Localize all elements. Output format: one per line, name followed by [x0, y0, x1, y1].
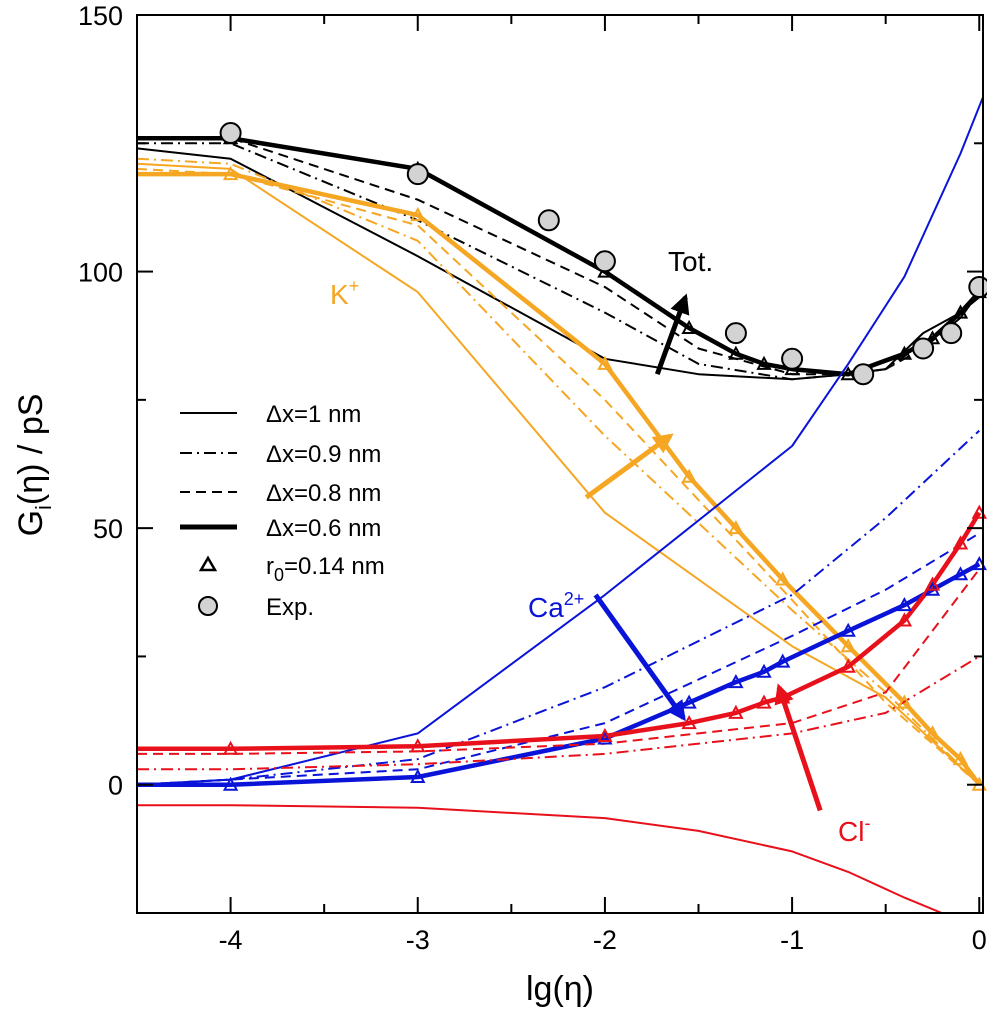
ticks-layer: -4 -3 -2 -1 0 0 50 100 150	[78, 1, 987, 955]
series-line-K-thick	[137, 171, 982, 787]
triangle-marker-K	[222, 166, 239, 181]
exp-point	[968, 276, 987, 298]
triangle-marker-K	[728, 520, 744, 535]
legend: Δx=1 nm Δx=0.9 nm Δx=0.8 nm Δx=0.6 nm r0…	[180, 401, 385, 621]
series-line-K-dashdot	[137, 157, 981, 786]
triangle-marker-K	[681, 468, 697, 483]
x-axis-title: lg(η)	[526, 970, 594, 1008]
triangle-marker-Ca	[410, 768, 426, 783]
exp-point	[219, 122, 242, 144]
y-tick-label: 150	[78, 1, 123, 31]
triangle-marker-Cl	[896, 612, 913, 627]
series-line-Cl-thin	[137, 804, 943, 913]
series-line-Ca-dashed	[137, 532, 980, 786]
triangle-marker-Ca	[681, 694, 697, 709]
annotation-total: Tot.	[668, 246, 713, 277]
legend-label-2: Δx=0.9 nm	[266, 441, 381, 468]
triangle-marker-K	[952, 751, 969, 766]
markers-layer	[219, 122, 987, 791]
exp-point	[940, 322, 963, 345]
triangle-marker-total	[681, 319, 697, 334]
triangle-marker-total	[952, 304, 969, 319]
legend-label-3: Δx=0.8 nm	[266, 480, 381, 507]
y-tick-label: 0	[108, 771, 123, 801]
triangle-marker-total	[840, 366, 856, 381]
triangle-marker-Ca	[597, 730, 613, 745]
exp-point	[593, 250, 616, 273]
arrow-K	[584, 433, 674, 500]
arrow-total	[654, 293, 690, 376]
triangle-marker-Ca	[840, 622, 856, 637]
triangle-marker-Cl	[410, 738, 426, 753]
triangle-marker-Cl	[681, 715, 697, 730]
triangle-marker-Ca	[775, 653, 791, 668]
legend-label-6: Exp.	[266, 594, 314, 621]
x-tick-label: -2	[593, 925, 617, 955]
y-tick-label: 50	[93, 514, 123, 544]
arrow-Ca	[593, 593, 686, 722]
x-tick-label: -4	[219, 925, 243, 955]
exp-point	[724, 322, 747, 345]
x-tick-label: 0	[972, 925, 987, 955]
triangle-marker-Cl	[840, 658, 856, 673]
exp-point	[537, 209, 560, 232]
triangle-marker-Cl	[756, 694, 772, 709]
series-line-Cl-dashdot	[137, 655, 980, 771]
triangle-marker-K	[775, 571, 791, 586]
triangle-marker-total	[756, 355, 772, 370]
triangle-marker-Ca	[896, 597, 913, 612]
exp-point	[852, 363, 875, 386]
legend-symbol-circle	[198, 596, 218, 616]
legend-label-1: Δx=1 nm	[266, 401, 361, 428]
exp-point	[406, 163, 429, 186]
triangle-marker-Cl	[222, 740, 239, 755]
annotation-chloride: Cl-	[838, 813, 870, 847]
annotation-calcium: Ca2+	[528, 589, 584, 623]
legend-label-5: r0=0.14 nm	[266, 553, 385, 585]
x-tick-label: -3	[406, 925, 430, 955]
triangle-marker-Ca	[222, 776, 239, 791]
triangle-marker-Cl	[924, 576, 941, 591]
triangle-marker-Cl	[952, 535, 969, 550]
legend-symbol-triangle	[198, 555, 218, 572]
y-axis-title: Gi(η) / pS	[12, 394, 56, 537]
y-tick-label: 100	[78, 258, 123, 288]
legend-label-4: Δx=0.6 nm	[266, 515, 381, 542]
triangle-marker-K	[410, 207, 426, 222]
triangle-marker-Cl	[728, 704, 744, 719]
triangle-marker-Ca	[952, 566, 969, 581]
x-tick-label: -1	[780, 925, 804, 955]
annotation-potassium: K+	[330, 276, 359, 310]
series-layer	[137, 96, 983, 913]
triangle-marker-K	[896, 694, 913, 709]
series-line-Ca-thin	[137, 96, 983, 786]
triangle-marker-Ca	[756, 663, 772, 678]
plot-frame	[136, 14, 984, 914]
exp-point	[781, 347, 804, 370]
series-line-total-thick	[137, 135, 981, 377]
triangle-marker-K	[924, 725, 941, 740]
series-line-K-dashed	[137, 167, 980, 786]
triangle-marker-total	[896, 345, 913, 360]
arrow-Cl	[774, 683, 823, 812]
exp-point	[912, 337, 935, 360]
series-line-total-dashed	[137, 137, 981, 376]
series-line-total-dashdot	[137, 142, 981, 381]
triangle-marker-K	[597, 355, 613, 370]
triangle-marker-K	[840, 638, 856, 653]
arrows-layer	[584, 293, 823, 812]
triangle-marker-Cl	[597, 727, 613, 742]
triangle-marker-total	[728, 345, 744, 360]
triangle-marker-Ca	[728, 674, 744, 689]
series-line-Ca-dashdot	[137, 429, 980, 786]
series-line-K-thin	[137, 162, 980, 786]
